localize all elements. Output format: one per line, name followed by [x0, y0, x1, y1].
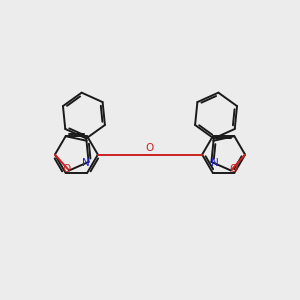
- Text: O: O: [229, 164, 238, 174]
- Text: O: O: [62, 164, 71, 174]
- Text: N: N: [211, 158, 218, 169]
- Text: N: N: [82, 158, 89, 169]
- Text: O: O: [146, 143, 154, 154]
